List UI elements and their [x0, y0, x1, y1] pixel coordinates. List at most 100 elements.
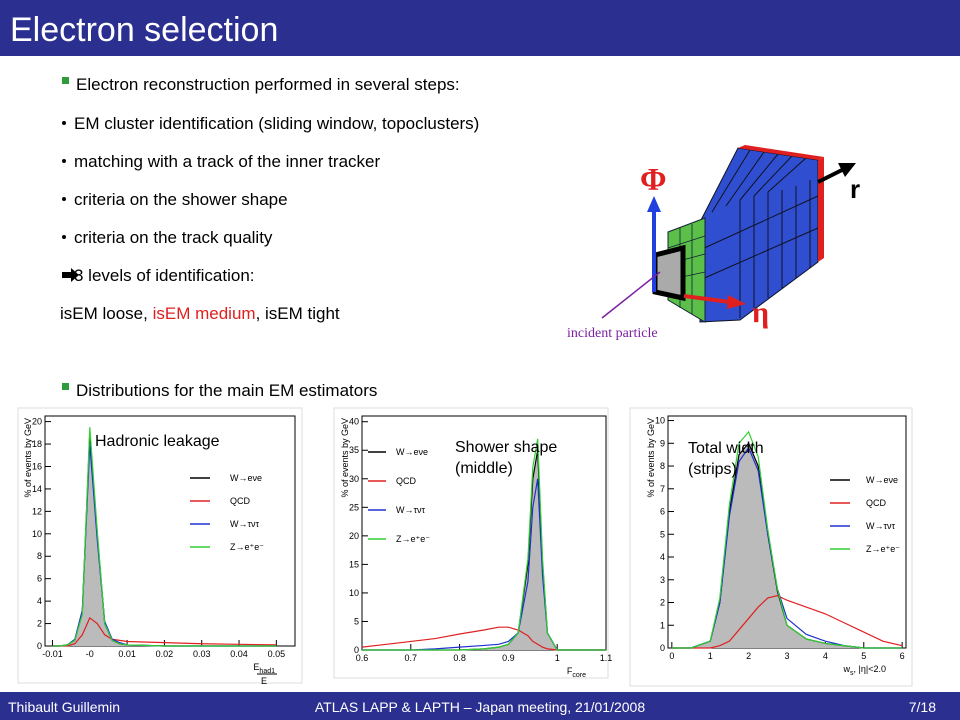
y-tick-label: 7 [660, 484, 665, 494]
y-tick-label: 10 [349, 588, 359, 598]
x-tick-label: 0.8 [453, 653, 466, 663]
bullet [62, 77, 69, 84]
series-line [671, 595, 903, 649]
y-tick-label: 2 [37, 619, 42, 629]
y-tick-label: 5 [660, 529, 665, 539]
x-tick-label: 0.04 [230, 649, 248, 659]
x-tick-label: 0 [669, 651, 674, 661]
y-tick-label: 8 [660, 461, 665, 471]
legend-label: QCD [230, 496, 251, 506]
x-label-sub: s [850, 670, 854, 677]
y-tick-label: 16 [32, 461, 42, 471]
medium: isEM medium [153, 304, 256, 323]
series-line [671, 430, 903, 649]
bullet [62, 383, 69, 390]
y-tick-label: 10 [32, 529, 42, 539]
step: criteria on the shower shape [74, 190, 288, 209]
legend-label: Z→e⁺e⁻ [396, 534, 430, 544]
r-label: r [850, 174, 860, 204]
step: EM cluster identification (sliding windo… [74, 114, 479, 133]
legend-label: W→τντ [866, 521, 896, 531]
header-bar [0, 0, 960, 56]
x-label-main: w [843, 664, 851, 674]
y-axis-label: % of events by GeV [340, 418, 350, 498]
y-tick-label: 5 [354, 616, 359, 626]
y-tick-label: 18 [32, 439, 42, 449]
y-axis-label: % of events by GeV [646, 418, 656, 498]
legend-label: W→τντ [396, 505, 426, 515]
y-tick-label: 6 [660, 507, 665, 517]
x-tick-label: 0.01 [118, 649, 136, 659]
x-axis-label: Fcore [567, 666, 586, 679]
incident-label: incident particle [567, 326, 658, 341]
r-axis [817, 168, 843, 184]
pointer [601, 271, 661, 319]
legend-label: W→eνe [396, 447, 428, 457]
x-tick-label: 0.6 [356, 653, 369, 663]
arrow-icon [62, 268, 79, 282]
y-tick-label: 10 [655, 416, 665, 426]
x-tick-label: 2 [746, 651, 751, 661]
x-axis-label: Ehad1 [253, 662, 275, 675]
eta-axis [683, 294, 731, 304]
footer-meeting: ATLAS LAPP & LAPTH – Japan meeting, 21/0… [315, 699, 645, 715]
histogram-fill [671, 443, 903, 648]
footer-bar [0, 692, 960, 720]
y-tick-label: 9 [660, 438, 665, 448]
bullet [62, 197, 66, 201]
annotation: Total width (strips) [688, 440, 764, 478]
levels-intro: 3 levels of identification: [74, 266, 255, 285]
x-tick-label: 0.05 [268, 649, 286, 659]
annotation-line: Shower shape [455, 439, 557, 456]
y-tick-label: 2 [660, 598, 665, 608]
y-tick-label: 20 [349, 531, 359, 541]
loose: isEM loose, [60, 304, 153, 323]
y-tick-label: 0 [660, 643, 665, 653]
y-tick-label: 25 [349, 502, 359, 512]
x-tick-label: 0.7 [405, 653, 418, 663]
arrowhead [647, 196, 661, 212]
x-label-suffix: , |η|<2.0 [854, 664, 886, 674]
x-tick-label: 1 [555, 653, 560, 663]
x-tick-label: 1 [708, 651, 713, 661]
annotation: Hadronic leakage [95, 433, 220, 450]
y-tick-label: 14 [32, 484, 42, 494]
legend-label: QCD [396, 476, 417, 486]
arrowhead [838, 163, 856, 177]
annotation-line: (middle) [455, 460, 513, 477]
x-tick-label: 3 [784, 651, 789, 661]
steps: EM cluster identification (sliding windo… [62, 114, 479, 247]
y-tick-label: 40 [349, 417, 359, 427]
x-tick-label: 0.02 [156, 649, 174, 659]
y-tick-label: 8 [37, 551, 42, 561]
y-tick-label: 20 [32, 417, 42, 427]
step: criteria on the track quality [74, 228, 273, 247]
annotation: Shower shape (middle) [455, 439, 557, 477]
y-tick-label: 30 [349, 474, 359, 484]
legend-label: Z→e⁺e⁻ [230, 542, 264, 552]
legend-label: W→eνe [230, 473, 262, 483]
x-tick-label: 4 [823, 651, 828, 661]
y-tick-label: 0 [37, 641, 42, 651]
title: Electron selection [10, 11, 278, 49]
eta-label: η [752, 296, 769, 329]
y-axis-label: % of events by GeV [23, 418, 33, 498]
legend-label: W→eνe [866, 475, 898, 485]
x-tick-label: -0 [86, 649, 94, 659]
cell-grid [699, 149, 819, 318]
x-tick-label: 1.1 [600, 653, 613, 663]
red-strip [738, 145, 824, 160]
y-tick-label: 1 [660, 620, 665, 630]
footer-page: 7/18 [909, 699, 936, 715]
annotation-text: Hadronic leakage [95, 433, 220, 450]
y-tick-label: 15 [349, 559, 359, 569]
x-label-denominator: E [261, 676, 267, 686]
x-label-main: F [567, 666, 573, 676]
legend-label: W→τντ [230, 519, 260, 529]
y-tick-label: 4 [660, 552, 665, 562]
x-tick-label: -0.01 [42, 649, 63, 659]
bullet [62, 235, 66, 239]
